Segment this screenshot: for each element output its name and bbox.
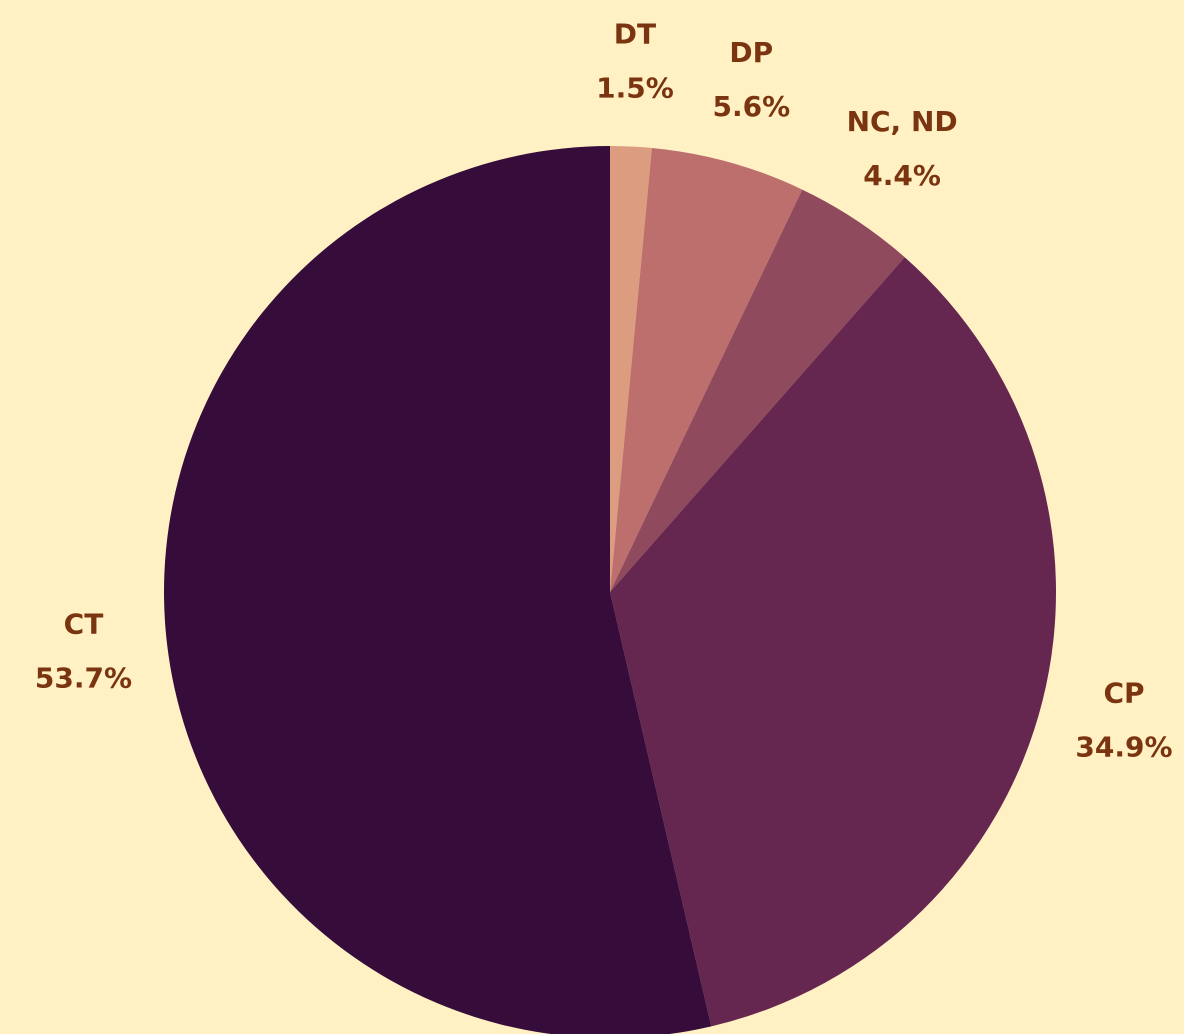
slice-label-name: NC, ND	[847, 105, 958, 138]
pie-slice	[610, 147, 803, 593]
slice-label-value: 5.6%	[712, 90, 790, 123]
pie-slice	[610, 189, 905, 592]
slice-label-value: 1.5%	[596, 72, 674, 105]
slice-label-name: DP	[729, 36, 773, 69]
slice-label-name: DT	[614, 18, 656, 51]
slice-label-name: CP	[1103, 676, 1144, 709]
slice-label-value: 53.7%	[35, 662, 132, 695]
pie-slice	[164, 146, 712, 1034]
pie-slice	[610, 257, 1057, 1027]
slice-label-name: CT	[64, 608, 104, 641]
pie-slice	[610, 146, 652, 592]
slice-label-value: 34.9%	[1075, 730, 1172, 763]
slice-label-value: 4.4%	[863, 159, 941, 192]
